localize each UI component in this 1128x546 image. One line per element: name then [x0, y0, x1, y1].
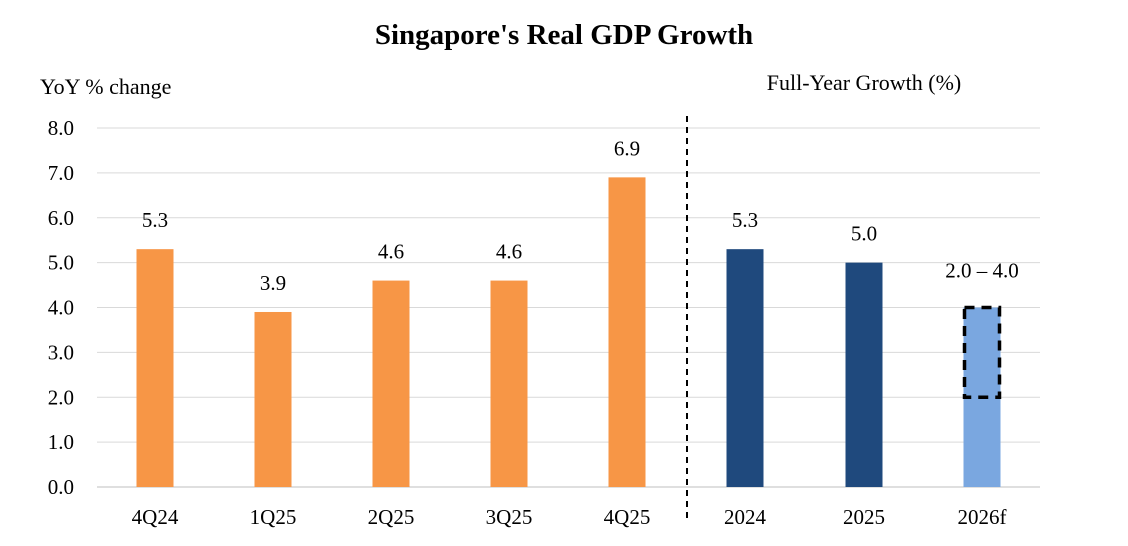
x-tick-label: 2026f	[958, 505, 1007, 529]
y-tick-label: 0.0	[48, 475, 74, 499]
y-tick-label: 7.0	[48, 161, 74, 185]
forecast-range-box	[962, 305, 1002, 399]
x-tick-label: 2025	[843, 505, 885, 529]
data-label: 3.9	[260, 271, 286, 295]
bar-2Q25	[372, 280, 410, 487]
y-tick-label: 2.0	[48, 385, 74, 409]
y-tick-label: 8.0	[48, 116, 74, 140]
bar-1Q25	[254, 311, 292, 487]
x-tick-label: 1Q25	[250, 505, 297, 529]
data-label: 5.3	[732, 208, 758, 232]
y-tick-label: 5.0	[48, 251, 74, 275]
data-label: 4.6	[496, 240, 522, 264]
data-label: 5.0	[851, 222, 877, 246]
bar-4Q25	[608, 177, 646, 488]
y-tick-label: 4.0	[48, 296, 74, 320]
y-axis-label: YoY % change	[40, 74, 171, 99]
y-tick-label: 6.0	[48, 206, 74, 230]
x-tick-label: 2024	[724, 505, 767, 529]
data-label: 6.9	[614, 136, 640, 160]
chart-title: Singapore's Real GDP Growth	[375, 19, 753, 51]
data-label: 4.6	[378, 240, 404, 264]
labels: Singapore's Real GDP Growth YoY % change…	[40, 19, 1019, 529]
full-year-section-label: Full-Year Growth (%)	[767, 70, 962, 95]
y-tick-label: 1.0	[48, 430, 74, 454]
x-tick-label: 4Q25	[604, 505, 651, 529]
gridlines	[97, 116, 1040, 520]
y-tick-label: 3.0	[48, 340, 74, 364]
bar-2025	[845, 262, 883, 487]
bar-4Q24	[136, 249, 174, 487]
x-tick-label: 3Q25	[486, 505, 533, 529]
data-label: 2.0 – 4.0	[945, 259, 1019, 283]
x-tick-label: 4Q24	[132, 505, 179, 529]
x-tick-label: 2Q25	[368, 505, 415, 529]
bar-3Q25	[490, 280, 528, 487]
bars	[136, 177, 1002, 488]
bar-2024	[726, 249, 764, 487]
data-label: 5.3	[142, 208, 168, 232]
